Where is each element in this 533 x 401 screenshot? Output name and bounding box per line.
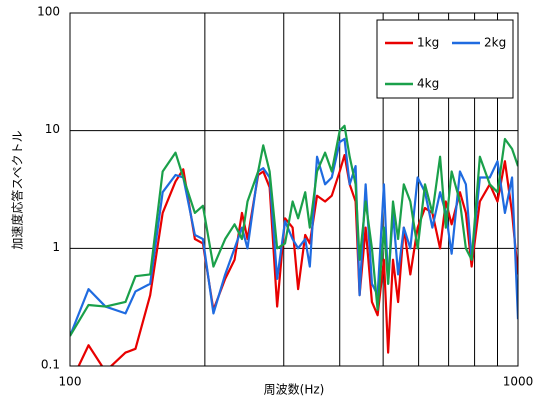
legend-label: 2kg	[484, 36, 506, 50]
plot-lines	[70, 124, 518, 366]
data-line	[70, 137, 518, 337]
y-tick-label: 0.1	[41, 358, 60, 372]
y-tick-label: 1	[52, 240, 60, 254]
y-axis-label: 加速度応答スペクトル	[10, 130, 25, 249]
data-line	[77, 154, 518, 366]
data-line	[70, 124, 518, 337]
x-tick-label: 1000	[503, 375, 533, 389]
x-tick-label: 100	[59, 375, 82, 389]
y-tick-label: 10	[45, 122, 60, 136]
plot-border	[69, 12, 519, 367]
legend-label: 4kg	[417, 77, 439, 91]
y-tick-label: 100	[37, 5, 60, 19]
legend-box	[376, 19, 514, 99]
legend-label: 1kg	[417, 36, 439, 50]
x-axis-label: 周波数(Hz)	[264, 382, 325, 397]
